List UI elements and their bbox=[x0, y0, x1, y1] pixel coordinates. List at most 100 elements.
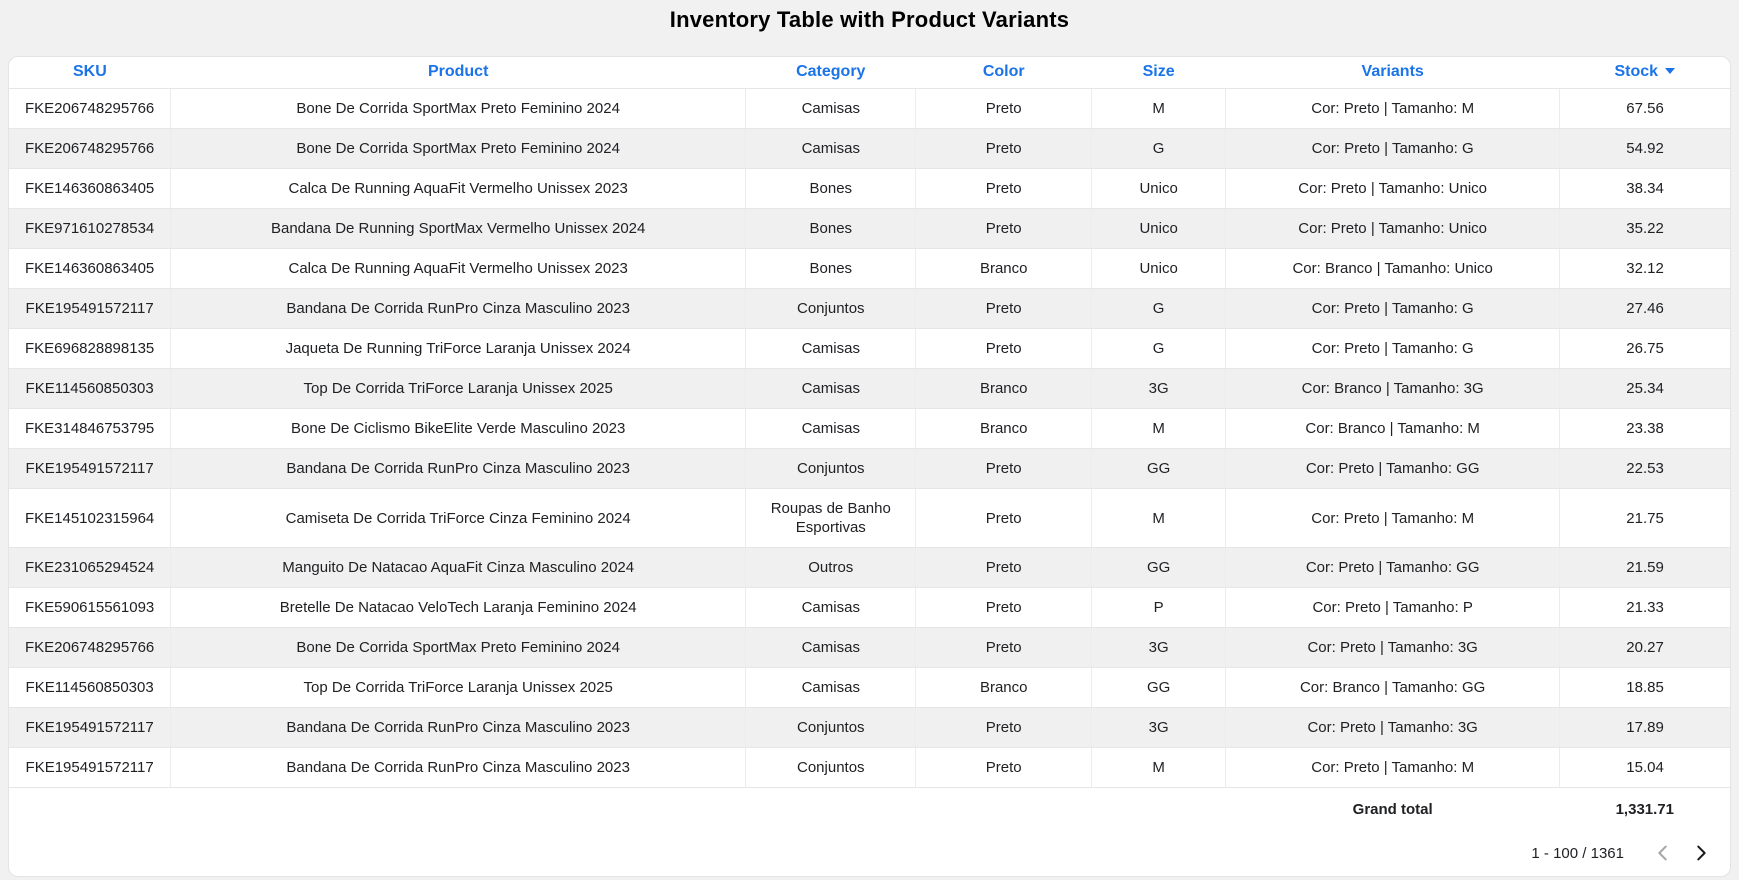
cell-color: Preto bbox=[915, 747, 1092, 788]
cell-size: G bbox=[1091, 128, 1227, 169]
cell-size: Unico bbox=[1091, 168, 1227, 209]
cell-stock: 21.59 bbox=[1559, 547, 1730, 588]
cell-category: Camisas bbox=[745, 128, 917, 169]
cell-stock: 15.04 bbox=[1559, 747, 1730, 788]
cell-color: Preto bbox=[915, 128, 1092, 169]
cell-category: Camisas bbox=[745, 368, 917, 409]
table-row: FKE114560850303 Top De Corrida TriForce L… bbox=[9, 667, 1730, 708]
sort-desc-icon bbox=[1665, 67, 1676, 74]
cell-category: Bones bbox=[745, 248, 917, 289]
cell-color: Preto bbox=[915, 627, 1092, 668]
cell-sku: FKE114560850303 bbox=[9, 667, 172, 708]
table-row: FKE145102315964 Camiseta De Corrida TriFo… bbox=[9, 488, 1730, 548]
table-row: FKE195491572117 Bandana De Corrida RunPro… bbox=[9, 288, 1730, 329]
cell-product: Bone De Corrida SportMax Preto Feminino … bbox=[170, 88, 747, 129]
cell-color: Preto bbox=[915, 547, 1092, 588]
cell-stock: 21.33 bbox=[1559, 587, 1730, 628]
cell-product: Bone De Corrida SportMax Preto Feminino … bbox=[170, 627, 747, 668]
column-header-variants[interactable]: Variants bbox=[1225, 57, 1560, 89]
cell-stock: 67.56 bbox=[1559, 88, 1730, 129]
cell-category: Conjuntos bbox=[745, 707, 917, 748]
cell-sku: FKE696828898135 bbox=[9, 328, 172, 369]
cell-size: Unico bbox=[1091, 248, 1227, 289]
cell-stock: 54.92 bbox=[1559, 128, 1730, 169]
cell-sku: FKE114560850303 bbox=[9, 368, 172, 409]
cell-size: GG bbox=[1091, 667, 1227, 708]
cell-category: Roupas de Banho Esportivas bbox=[745, 488, 917, 548]
cell-sku: FKE314846753795 bbox=[9, 408, 172, 449]
cell-product: Camiseta De Corrida TriForce Cinza Femin… bbox=[170, 488, 747, 548]
cell-variants: Cor: Branco | Tamanho: 3G bbox=[1225, 368, 1561, 409]
cell-sku: FKE195491572117 bbox=[9, 707, 172, 748]
cell-color: Preto bbox=[915, 587, 1092, 628]
table-row: FKE696828898135 Jaqueta De Running TriFor… bbox=[9, 328, 1730, 369]
cell-stock: 35.22 bbox=[1559, 208, 1730, 249]
inventory-table: SKU Product Category Color Size Variants… bbox=[9, 57, 1730, 832]
cell-sku: FKE971610278534 bbox=[9, 208, 172, 249]
cell-sku: FKE206748295766 bbox=[9, 88, 172, 129]
cell-size: 3G bbox=[1091, 707, 1227, 748]
cell-color: Branco bbox=[915, 667, 1092, 708]
next-page-button[interactable] bbox=[1688, 840, 1714, 866]
pagination-bar: 1 - 100 / 1361 bbox=[9, 838, 1730, 876]
cell-size: M bbox=[1091, 488, 1227, 548]
cell-color: Preto bbox=[915, 448, 1092, 489]
cell-variants: Cor: Preto | Tamanho: M bbox=[1225, 747, 1561, 788]
cell-stock: 32.12 bbox=[1559, 248, 1730, 289]
grand-total-spacer bbox=[9, 788, 1226, 833]
cell-variants: Cor: Preto | Tamanho: G bbox=[1225, 328, 1561, 369]
cell-product: Bone De Ciclismo BikeElite Verde Masculi… bbox=[170, 408, 747, 449]
column-header-sku[interactable]: SKU bbox=[9, 57, 171, 89]
cell-category: Bones bbox=[745, 208, 917, 249]
cell-color: Preto bbox=[915, 707, 1092, 748]
cell-stock: 27.46 bbox=[1559, 288, 1730, 329]
table-row: FKE114560850303 Top De Corrida TriForce L… bbox=[9, 368, 1730, 409]
cell-size: M bbox=[1091, 747, 1227, 788]
chevron-right-icon bbox=[1690, 842, 1712, 864]
cell-product: Top De Corrida TriForce Laranja Unissex … bbox=[170, 667, 747, 708]
column-header-stock[interactable]: Stock bbox=[1559, 57, 1730, 89]
cell-size: 3G bbox=[1091, 627, 1227, 668]
cell-sku: FKE206748295766 bbox=[9, 128, 172, 169]
cell-size: 3G bbox=[1091, 368, 1227, 409]
table-row: FKE314846753795 Bone De Ciclismo BikeElit… bbox=[9, 408, 1730, 449]
table-body: FKE206748295766 Bone De Corrida SportMax … bbox=[9, 88, 1730, 788]
cell-product: Bandana De Running SportMax Vermelho Uni… bbox=[170, 208, 747, 249]
cell-size: M bbox=[1091, 408, 1227, 449]
grand-total-value: 1,331.71 bbox=[1615, 801, 1674, 818]
cell-stock: 20.27 bbox=[1559, 627, 1730, 668]
cell-category: Conjuntos bbox=[745, 747, 917, 788]
cell-stock: 38.34 bbox=[1559, 168, 1730, 209]
cell-color: Branco bbox=[915, 368, 1092, 409]
cell-sku: FKE206748295766 bbox=[9, 627, 172, 668]
cell-variants: Cor: Preto | Tamanho: 3G bbox=[1225, 707, 1561, 748]
table-row: FKE195491572117 Bandana De Corrida RunPro… bbox=[9, 448, 1730, 489]
column-header-product[interactable]: Product bbox=[170, 57, 746, 89]
prev-page-button[interactable] bbox=[1650, 840, 1676, 866]
table-row: FKE206748295766 Bone De Corrida SportMax … bbox=[9, 128, 1730, 169]
column-header-color[interactable]: Color bbox=[915, 57, 1092, 89]
grand-total-row: Grand total 1,331.71 bbox=[9, 788, 1730, 833]
cell-stock: 25.34 bbox=[1559, 368, 1730, 409]
column-header-size[interactable]: Size bbox=[1091, 57, 1226, 89]
cell-product: Calca De Running AquaFit Vermelho Unisse… bbox=[170, 168, 747, 209]
cell-stock: 21.75 bbox=[1559, 488, 1730, 548]
column-header-category[interactable]: Category bbox=[745, 57, 916, 89]
page-title: Inventory Table with Product Variants bbox=[669, 7, 1070, 32]
pagination-range: 1 - 100 / 1361 bbox=[1531, 844, 1624, 862]
cell-product: Bandana De Corrida RunPro Cinza Masculin… bbox=[170, 448, 747, 489]
cell-product: Bandana De Corrida RunPro Cinza Masculin… bbox=[170, 707, 747, 748]
cell-sku: FKE590615561093 bbox=[9, 587, 172, 628]
cell-variants: Cor: Preto | Tamanho: M bbox=[1225, 488, 1561, 548]
cell-variants: Cor: Preto | Tamanho: Unico bbox=[1225, 208, 1561, 249]
cell-color: Preto bbox=[915, 488, 1092, 548]
cell-color: Branco bbox=[915, 408, 1092, 449]
cell-sku: FKE195491572117 bbox=[9, 448, 172, 489]
cell-category: Camisas bbox=[745, 88, 917, 129]
cell-product: Calca De Running AquaFit Vermelho Unisse… bbox=[170, 248, 747, 289]
cell-variants: Cor: Preto | Tamanho: G bbox=[1225, 288, 1561, 329]
table-row: FKE206748295766 Bone De Corrida SportMax … bbox=[9, 88, 1730, 129]
cell-size: M bbox=[1091, 88, 1227, 129]
column-header-stock-label: Stock bbox=[1614, 63, 1659, 80]
